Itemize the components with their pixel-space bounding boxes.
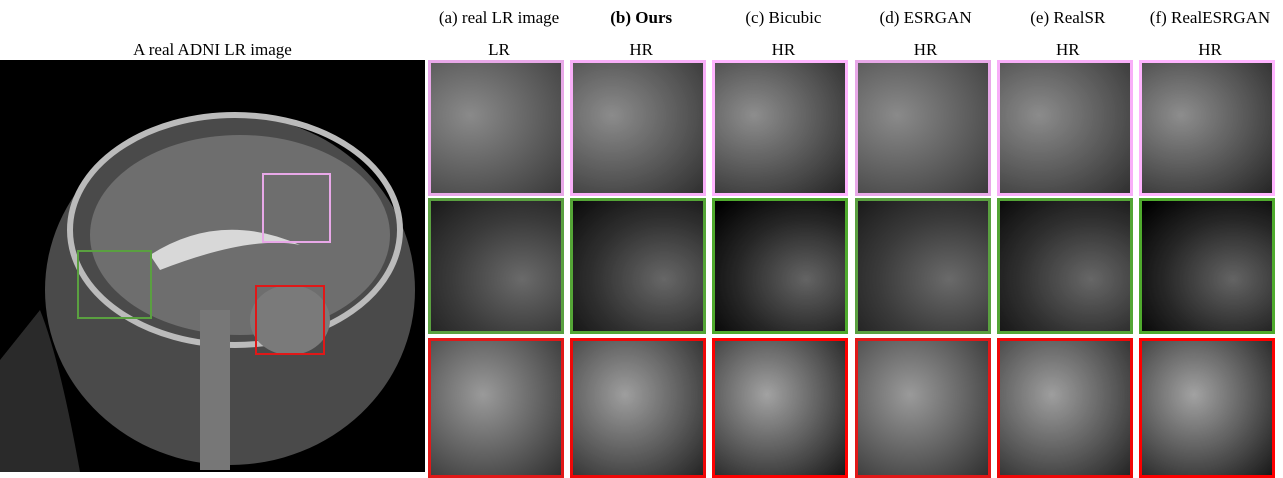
zoom-crop [570, 338, 707, 478]
zoom-crop [996, 60, 1133, 196]
resolution-label: LR [488, 40, 510, 59]
method-label: (f) RealESRGAN [1149, 8, 1271, 27]
zoom-crop [570, 60, 707, 196]
zoom-crop [428, 198, 564, 334]
method-label: (d) ESRGAN [879, 8, 972, 27]
zoom-crop [854, 198, 991, 334]
resolution-label: HR [1055, 40, 1080, 59]
overview-title: A real ADNI LR image [133, 40, 292, 59]
resolution-label: HR [913, 40, 938, 59]
zoom-crop [996, 338, 1133, 478]
zoom-crop [712, 60, 849, 196]
resolution-label: HR [771, 40, 796, 59]
method-label: (c) Bicubic [745, 8, 822, 27]
zoom-crop [712, 338, 849, 478]
zoom-crop [854, 60, 991, 196]
method-label: (a) real LR image [438, 8, 560, 27]
zoom-crop [712, 198, 849, 334]
zoom-crop [428, 338, 564, 478]
resolution-label: HR [1198, 40, 1222, 59]
zoom-crop [996, 198, 1133, 334]
method-label: (e) RealSR [1030, 8, 1106, 27]
zoom-crop [570, 198, 707, 334]
method-label: (b) Ours [610, 8, 673, 27]
overview-image [0, 60, 425, 472]
zoom-crop [1139, 60, 1275, 196]
resolution-label: HR [629, 40, 653, 59]
zoom-crop [428, 60, 564, 196]
zoom-crop [854, 338, 991, 478]
zoom-crop [1139, 198, 1275, 334]
zoom-crop [1139, 338, 1275, 478]
